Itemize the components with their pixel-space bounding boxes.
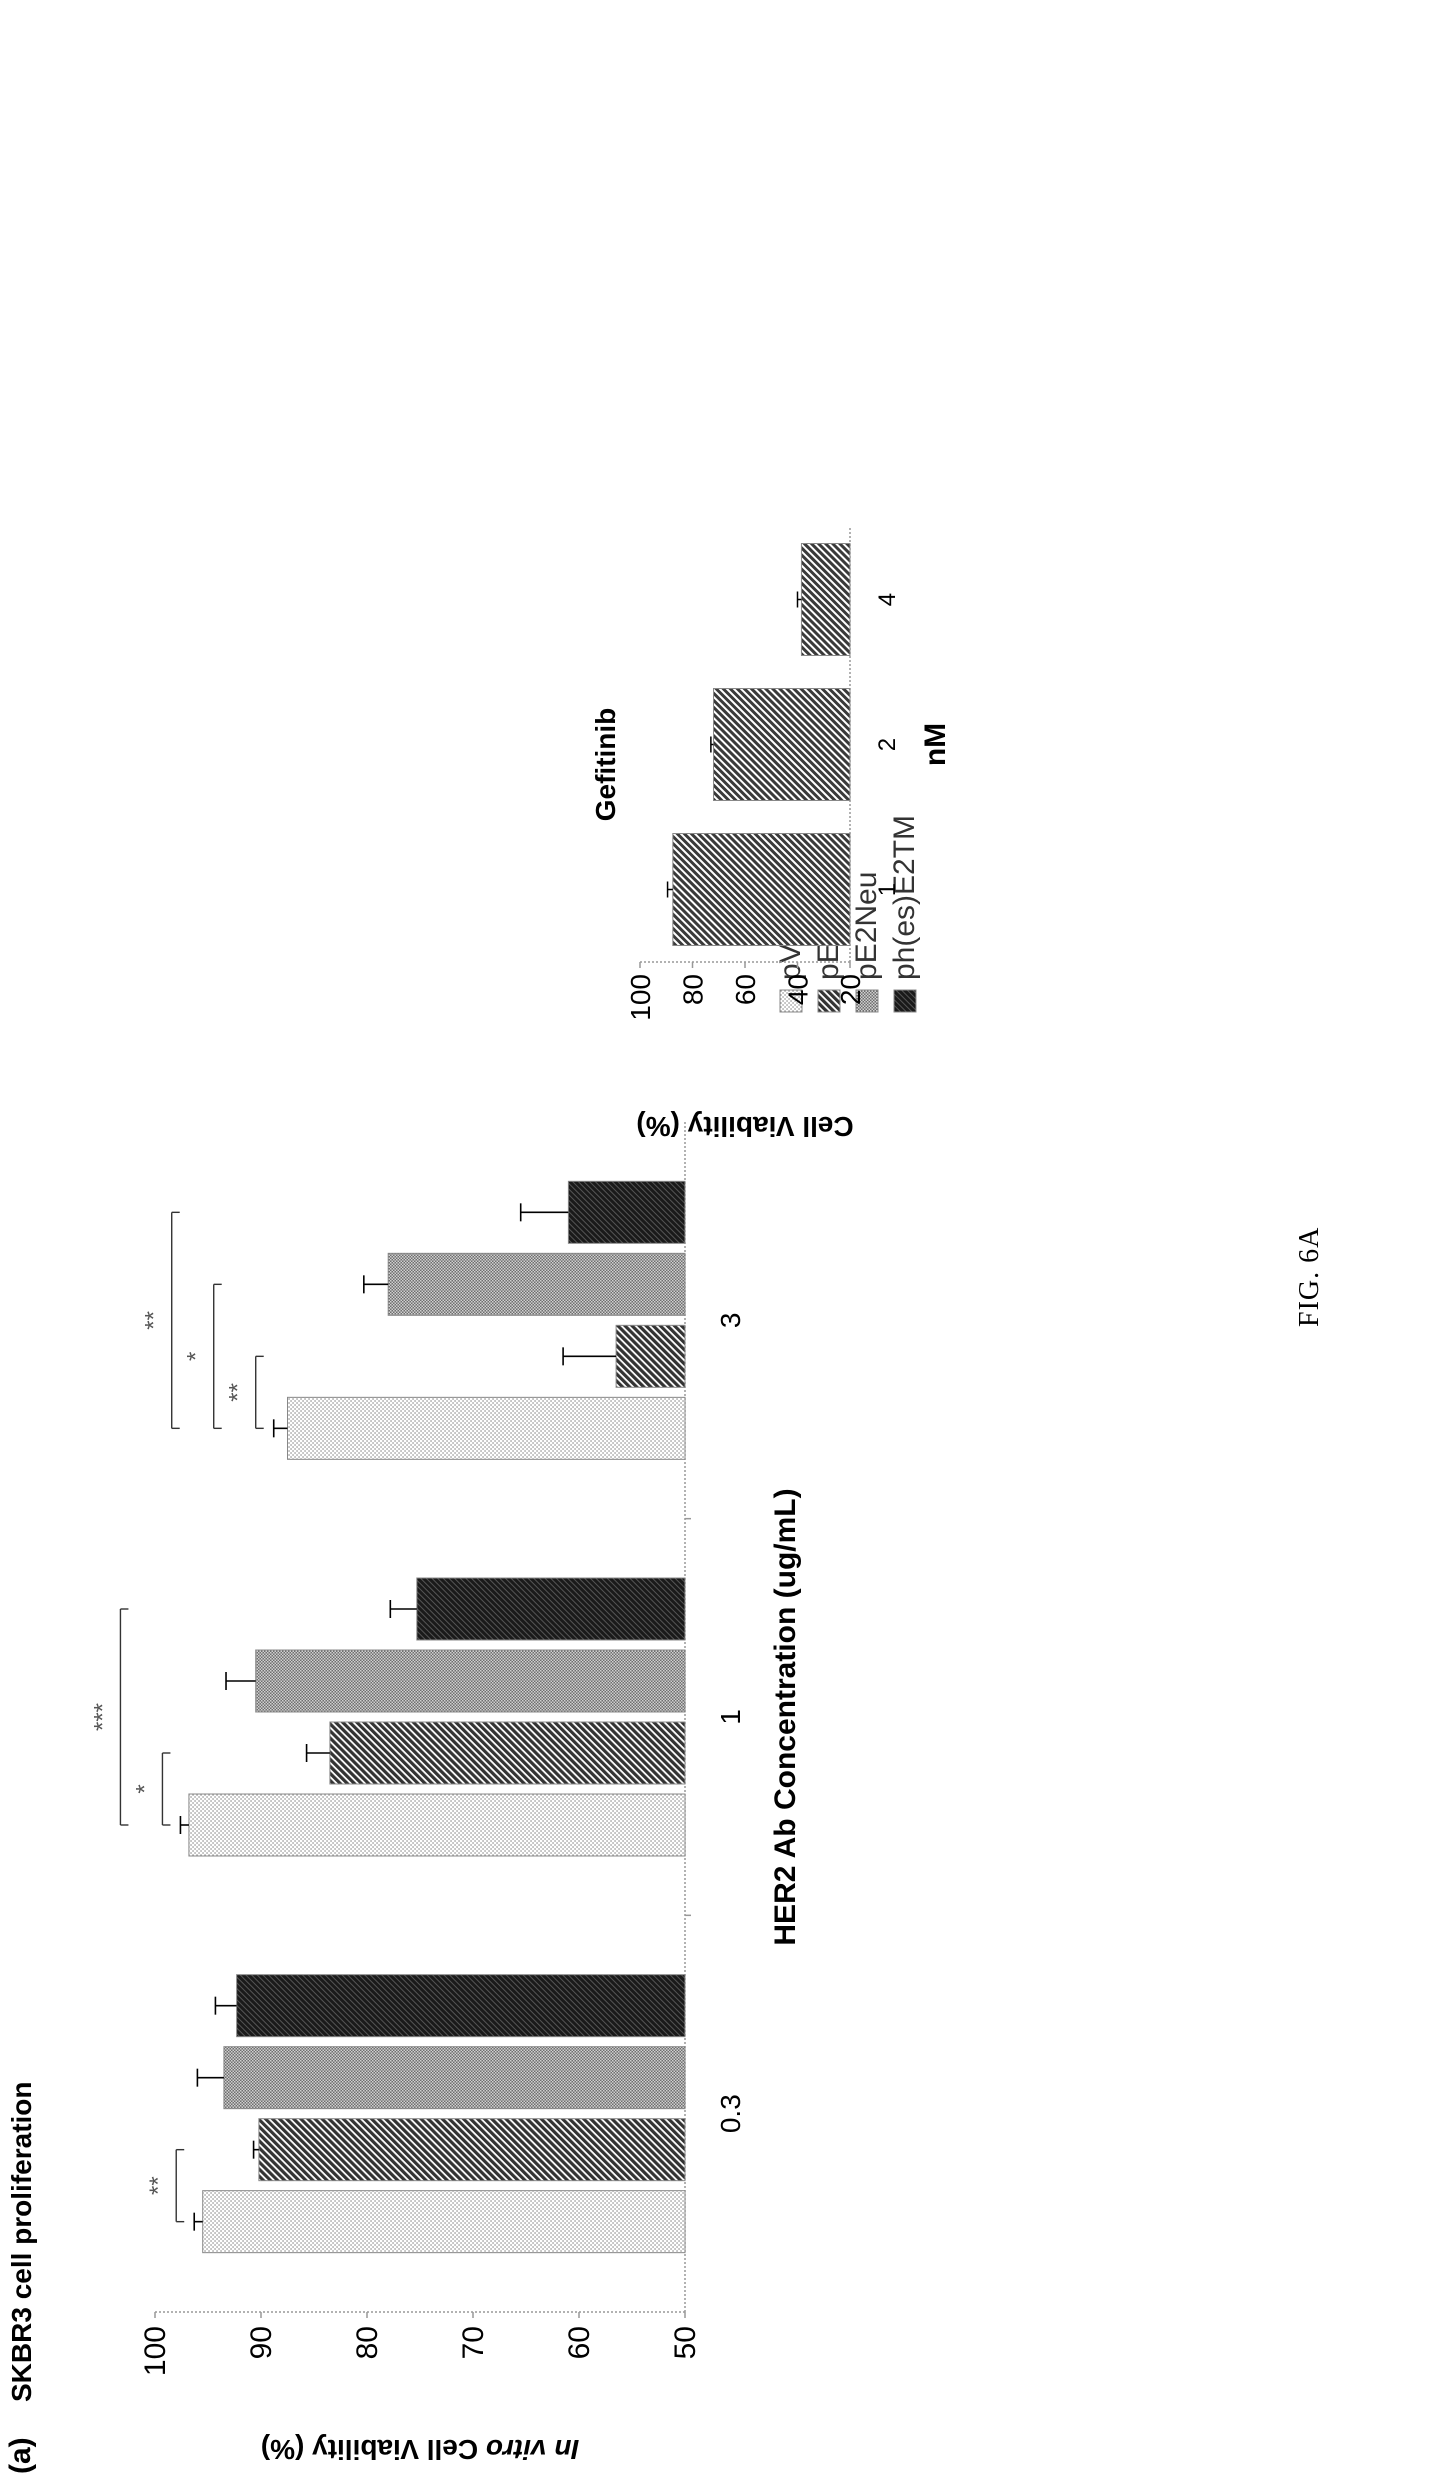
bar-pe2tm (329, 1721, 686, 1785)
gefitinib-y-tick-label: 60 (730, 974, 761, 1005)
gefitinib-x-tick-label: 1 (874, 883, 901, 896)
x-tick-label: 1 (715, 1709, 746, 1725)
x-tick-label: 0.3 (715, 2094, 746, 2133)
gefitinib-y-tick-label: 100 (625, 974, 656, 1021)
legend-label: pE2Neu (850, 872, 883, 980)
y-tick-label: 50 (669, 2326, 702, 2359)
gefitinib-chart: 20 40 60 80 100 Cell Viability (%) Gefitinib 1 2… (590, 527, 952, 1142)
significance-label: * (131, 1784, 158, 1793)
y-axis-title-rest: Cell Viability (%) (261, 2434, 486, 2465)
y-tick-label: 100 (139, 2326, 172, 2376)
y-tick-label: 90 (245, 2326, 278, 2359)
y-axis-title-italic: In vitro (486, 2434, 579, 2465)
gefitinib-bar (672, 833, 851, 946)
main-chart-axes: 50 60 70 80 90 100 In vitro Cell Viability (%)… (139, 1122, 802, 2465)
significance-label: ** (145, 2176, 172, 2195)
gefitinib-y-axis-title: Cell Viability (%) (636, 1111, 853, 1142)
bar-pe2neu (387, 1252, 686, 1316)
main-chart-bars (179, 1180, 686, 2254)
bar-pvax (188, 1793, 686, 1857)
bar-pvax (202, 2190, 686, 2254)
significance-label: ** (225, 1383, 252, 1402)
bar-pe2neu (223, 2046, 686, 2110)
bar-pe2neu (255, 1649, 686, 1713)
significance-label: * (183, 1352, 210, 1361)
bar-phese2tm (567, 1180, 686, 1244)
bar-pvax (287, 1396, 686, 1460)
gefitinib-x-tick-label: 4 (874, 593, 901, 606)
y-tick-label: 80 (351, 2326, 384, 2359)
legend-swatch (817, 989, 841, 1013)
bar-phese2tm (416, 1577, 686, 1641)
legend-label: ph(es)E2TM (888, 815, 921, 980)
gefitinib-x-tick-label: 2 (874, 738, 901, 751)
significance-label: *** (89, 1703, 116, 1731)
y-tick-label: 60 (563, 2326, 596, 2359)
gefitinib-bar (800, 543, 851, 656)
gefitinib-y-tick-label: 80 (678, 974, 709, 1005)
legend-swatch (779, 989, 803, 1013)
legend-swatch (893, 989, 917, 1013)
gefitinib-y-tick-label: 40 (783, 974, 814, 1005)
bar-pe2tm (258, 2118, 686, 2182)
gefitinib-bar (713, 688, 851, 801)
gefitinib-x-axis-title: nM (919, 723, 952, 766)
gefitinib-y-tick-label: 20 (835, 974, 866, 1005)
y-axis-title: In vitro Cell Viability (%) (261, 2434, 579, 2465)
x-axis-title: HER2 Ab Concentration (ug/mL) (769, 1488, 802, 1945)
significance-label: ** (141, 1311, 168, 1330)
x-tick-label: 3 (715, 1313, 746, 1329)
gefitinib-title: Gefitinib (590, 708, 621, 822)
bar-phese2tm (236, 1974, 686, 2038)
bar-pe2tm (615, 1324, 686, 1388)
y-tick-label: 70 (457, 2326, 490, 2359)
significance-annotations: *********** (89, 1211, 264, 2223)
legend-swatch (855, 989, 879, 1013)
